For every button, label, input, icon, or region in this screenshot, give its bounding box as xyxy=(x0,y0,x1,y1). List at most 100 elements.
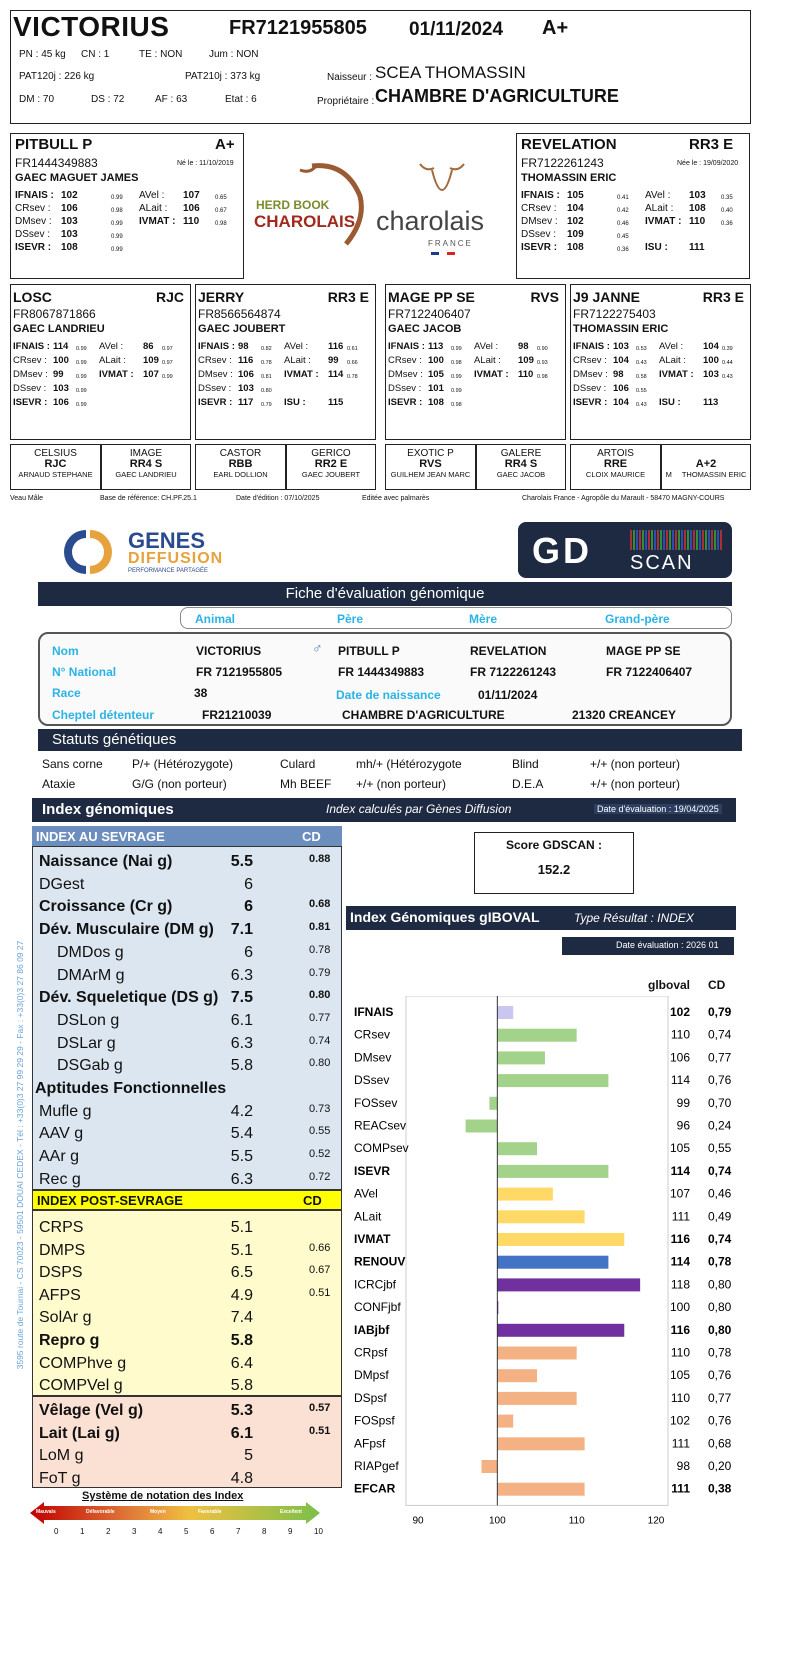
grandparent-idx-l2-1: 104 xyxy=(613,355,629,366)
id-national: FR 7121955805 xyxy=(196,665,283,679)
index-row: DGest 6 xyxy=(33,872,341,895)
id-gp-nat: FR 7122406407 xyxy=(606,665,693,679)
great-grandparent-prefix: M xyxy=(665,470,672,479)
index-label: Mufle g xyxy=(39,1102,92,1120)
sire-l1-idx-2: 0.99 xyxy=(111,195,123,201)
gib-category-label: CRpsf xyxy=(354,1346,388,1360)
animal-dm: DM : 70 xyxy=(19,94,55,105)
statut-cell: P/+ (Hétérozygote) xyxy=(132,757,234,771)
sire-box: PITBULL P A+ FR1444349883 Né le : 11/10/… xyxy=(10,133,244,279)
statut-cell: Ataxie xyxy=(42,777,76,791)
gib-value-label: 102 xyxy=(670,1414,690,1428)
gib-cd-label: 0,80 xyxy=(708,1277,732,1291)
side-address: 3595 route de Tournai - CS 70023 - 59501… xyxy=(15,940,25,1370)
sire-l5-idx-0: ISEVR : xyxy=(15,242,52,253)
tab-animal[interactable]: Animal xyxy=(195,612,236,626)
index-cd: 0.80 xyxy=(309,1057,331,1070)
gib-cd-label: 0,78 xyxy=(708,1255,732,1269)
sire-l1-idx-1: 102 xyxy=(61,190,78,201)
great-grandparent-box: EXOTIC P RVS GUILHEM JEAN MARC xyxy=(385,444,476,490)
sire-l4-idx-0: DSsev : xyxy=(15,229,51,240)
index-cd: 0.81 xyxy=(309,921,331,934)
grandparent-idx-l3-0: DMsev : xyxy=(198,369,233,380)
dam-l1-idx-5: 0.35 xyxy=(721,195,733,201)
idx-date: Date d'évaluation : 19/04/2025 xyxy=(594,804,722,814)
gib-value-label: 114 xyxy=(671,1073,690,1087)
grandparent-idx-l1-5: 0.39 xyxy=(722,346,733,352)
notation-word: Défavorable xyxy=(86,1509,115,1515)
post-table: CRPS 5.1 DMPS 5.1 0.66 DSPS 6.5 0.67 AFPS 4.9 0.51… xyxy=(32,1210,342,1396)
grandparent-idx-l2-4: 100 xyxy=(703,355,719,366)
animal-birth: 01/11/2024 xyxy=(409,19,504,40)
grandparent-idx-l5-1: 104 xyxy=(613,397,629,408)
gib-cd-label: 0,74 xyxy=(708,1232,732,1246)
gib-value-label: 110 xyxy=(671,1391,690,1405)
index-cd: 0.72 xyxy=(309,1170,331,1183)
notation-tick: 8 xyxy=(262,1527,267,1536)
grandparent-idx-l2-2: 0.98 xyxy=(451,360,462,366)
gib-value-label: 116 xyxy=(671,1323,691,1337)
grandparent-idx-l3-2: 0.58 xyxy=(636,374,647,380)
lbl-national: N° National xyxy=(52,665,117,679)
index-label: Rec g xyxy=(39,1170,81,1188)
gib-category-label: CRsev xyxy=(354,1028,390,1042)
notation-arrow xyxy=(30,1502,320,1524)
footer-veau: Veau Mâle xyxy=(10,495,44,502)
gib-value-label: 110 xyxy=(671,1346,690,1360)
great-grandparent-owner: M THOMASSIN ERIC xyxy=(662,470,750,479)
sire-l2-idx-3: ALait : xyxy=(139,203,168,214)
index-cd: 0.51 xyxy=(309,1286,331,1299)
grandparent-idx-l4-2: 0.99 xyxy=(451,388,462,394)
footer-address: Charolais France - Agropôle du Marault -… xyxy=(522,495,725,502)
notation-title: Système de notation des Index xyxy=(82,1490,244,1502)
index-value: 6 xyxy=(244,898,253,916)
id-pere-nom: PITBULL P xyxy=(338,644,400,658)
gib-cd-label: 0,80 xyxy=(708,1300,732,1314)
notation-word: Excellent xyxy=(280,1509,302,1515)
tab-mere[interactable]: Mère xyxy=(469,612,498,626)
grandparent-idx-l2-3: ALait : xyxy=(284,355,311,366)
gib-cd-label: 0,70 xyxy=(708,1096,732,1110)
dam-l3-idx-3: IVMAT : xyxy=(645,216,682,227)
grandparent-idx-l3-2: 0.99 xyxy=(76,374,87,380)
grandparent-idx-l4-1: 106 xyxy=(613,383,629,394)
index-label: Vêlage (Vel g) xyxy=(39,1402,144,1419)
index-cd: 0.52 xyxy=(309,1148,331,1161)
animal-jum: Jum : NON xyxy=(209,49,259,60)
gib-cd-label: 0,20 xyxy=(708,1459,732,1473)
grandparent-idx-l2-1: 116 xyxy=(238,355,254,366)
great-grandparent-owner-text: CLOIX MAURICE xyxy=(585,470,646,479)
grandparent-idx-l1-4: 104 xyxy=(703,341,719,352)
gib-xtick: 120 xyxy=(648,1515,665,1526)
great-grandparent-box: IMAGE RR4 S GAEC LANDRIEU xyxy=(101,444,191,490)
index-row: SolAr g 7.4 xyxy=(33,1305,341,1328)
id-mere-nom: REVELATION xyxy=(470,644,547,658)
index-row: Naissance (Nai g) 5.5 0.88 xyxy=(33,849,341,872)
animal-pat210: PAT210j : 373 kg xyxy=(185,71,261,82)
grandparent-idx-l5-0: ISEVR : xyxy=(388,397,423,408)
gib-cd-label: 0,76 xyxy=(708,1368,732,1382)
grandparent-idx-l1-1: 103 xyxy=(613,341,629,352)
gib-bar xyxy=(497,1482,585,1496)
grandparent-idx-l5-0: ISEVR : xyxy=(573,397,608,408)
sire-name: PITBULL P xyxy=(15,136,93,153)
great-grandparent-owner-text: GUILHEM JEAN MARC xyxy=(390,470,471,479)
grandparent-idx-l4-2: 0.99 xyxy=(76,388,87,394)
grandparent-owner: THOMASSIN ERIC xyxy=(573,323,669,335)
gib-cd-label: 0,77 xyxy=(708,1391,732,1405)
great-grandparent-owner: GUILHEM JEAN MARC xyxy=(386,470,475,479)
sire-l1-idx-0: IFNAIS : xyxy=(15,190,54,201)
index-label: Naissance (Nai g) xyxy=(39,853,173,870)
grandparent-idx-l5-2: 0.99 xyxy=(76,402,87,408)
gib-bar xyxy=(489,1096,498,1110)
grandparent-idx-l1-0: IFNAIS : xyxy=(573,341,610,352)
grandparent-idx-l1-2: 0.82 xyxy=(261,346,272,352)
tab-grand-pere[interactable]: Grand-père xyxy=(605,612,670,626)
id-race: 38 xyxy=(194,686,208,700)
tab-pere[interactable]: Père xyxy=(337,612,364,626)
gib-cd-label: 0,77 xyxy=(708,1050,732,1064)
grandparent-class: RJC xyxy=(155,289,184,305)
index-value: 6 xyxy=(244,875,253,893)
grandparent-idx-l3-0: DMsev : xyxy=(388,369,423,380)
great-grandparent-box: GERICO RR2 E GAEC JOUBERT xyxy=(286,444,376,490)
